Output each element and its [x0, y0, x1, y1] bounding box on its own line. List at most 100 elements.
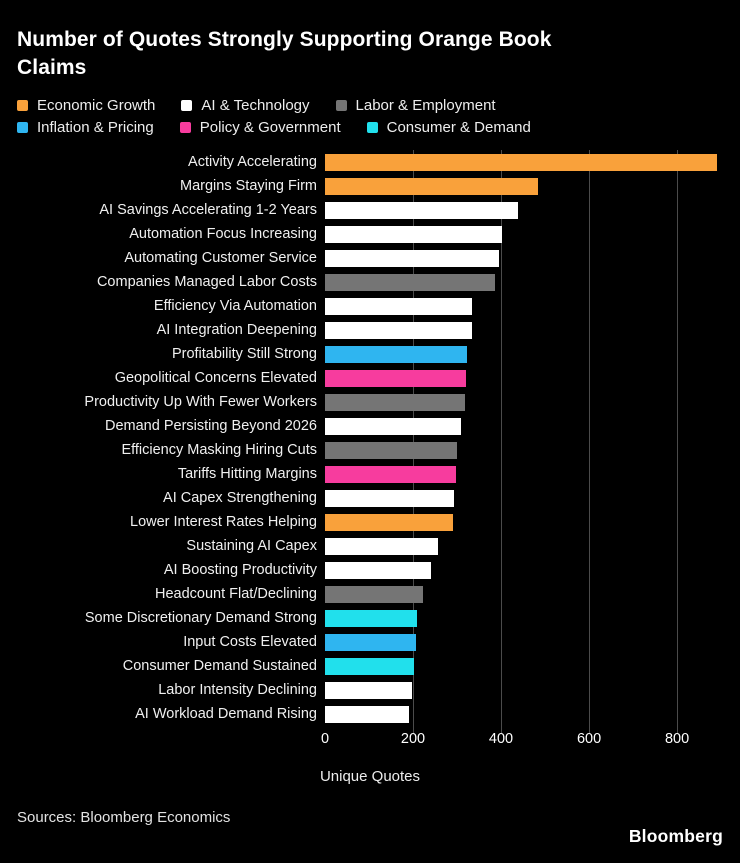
bar [325, 561, 432, 579]
bar-track [325, 489, 740, 507]
bar-category-label: Headcount Flat/Declining [154, 586, 317, 602]
bar-row: Some Discretionary Demand Strong [0, 606, 740, 630]
x-axis-title-row: Unique Quotes [0, 768, 740, 786]
bar [325, 441, 458, 459]
legend: Economic Growth AI & Technology Labor & Em… [17, 94, 723, 138]
bar-category-label: Lower Interest Rates Helping [130, 514, 317, 530]
bar-track [325, 225, 740, 243]
bar-category-label: Productivity Up With Fewer Workers [84, 394, 317, 410]
bar-row: Consumer Demand Sustained [0, 654, 740, 678]
bar [325, 153, 717, 171]
legend-swatch-icon [366, 121, 378, 133]
bar-track [325, 297, 740, 315]
gridline-400 [501, 150, 503, 733]
bar-category-label: Companies Managed Labor Costs [96, 274, 317, 290]
bar-track [325, 705, 740, 723]
x-tick-label-0: 0 [320, 731, 330, 747]
legend-swatch-icon [335, 99, 347, 111]
bar [325, 321, 472, 339]
x-axis: 0 200 400 600 800 [321, 726, 740, 752]
bar-row: Efficiency Masking Hiring Cuts [0, 438, 740, 462]
bar-row: Automation Focus Increasing [0, 222, 740, 246]
bar-category-label: AI Integration Deepening [156, 322, 317, 338]
x-tick-label-400: 400 [488, 731, 514, 747]
bar-category-label: Efficiency Masking Hiring Cuts [121, 442, 317, 458]
bar [325, 345, 467, 363]
legend-item-label: Economic Growth [37, 96, 156, 114]
bar [325, 201, 519, 219]
bar [325, 489, 455, 507]
bar-category-label: Labor Intensity Declining [158, 682, 317, 698]
bar [325, 657, 414, 675]
legend-swatch-icon [17, 99, 28, 111]
gridline-600 [589, 150, 591, 733]
chart-title-line1: Number of Quotes Strongly Supporting Ora… [17, 28, 552, 51]
bar-category-label: Efficiency Via Automation [153, 298, 317, 314]
bar-track [325, 345, 740, 363]
bar-category-label: AI Boosting Productivity [163, 562, 317, 578]
bar-track [325, 249, 740, 267]
legend-swatch-icon [17, 121, 28, 133]
bar-row: Input Costs Elevated [0, 630, 740, 654]
bar-category-label: AI Workload Demand Rising [135, 706, 317, 722]
bar-row: Efficiency Via Automation [0, 294, 740, 318]
legend-item-label: Inflation & Pricing [37, 118, 154, 136]
bar-track [325, 633, 740, 651]
bar-row: Tariffs Hitting Margins [0, 462, 740, 486]
bar-track [325, 609, 740, 627]
bar [325, 417, 461, 435]
bar-rows: Activity Accelerating Margins Staying Fir… [0, 150, 740, 726]
legend-item-label: Policy & Government [199, 118, 341, 136]
bar [325, 225, 502, 243]
chart-title: Number of Quotes Strongly Supporting Ora… [17, 26, 723, 82]
bar-row: Productivity Up With Fewer Workers [0, 390, 740, 414]
plot-area: Activity Accelerating Margins Staying Fir… [0, 150, 740, 733]
bar-track [325, 585, 740, 603]
bar-category-label: Consumer Demand Sustained [122, 658, 317, 674]
bar-track [325, 393, 740, 411]
bar-row: Labor Intensity Declining [0, 678, 740, 702]
bar [325, 369, 466, 387]
bar-row: Demand Persisting Beyond 2026 [0, 414, 740, 438]
x-axis-title: Unique Quotes [319, 768, 421, 785]
bar-row: Geopolitical Concerns Elevated [0, 366, 740, 390]
bar-track [325, 561, 740, 579]
bar-category-label: Margins Staying Firm [180, 178, 317, 194]
x-tick-label-600: 600 [576, 731, 602, 747]
bar [325, 537, 439, 555]
chart-page: Number of Quotes Strongly Supporting Ora… [0, 26, 740, 786]
bar-row: Headcount Flat/Declining [0, 582, 740, 606]
x-tick-label-800: 800 [664, 731, 690, 747]
source-row: Sources: Bloomberg Economics [17, 809, 230, 827]
gridline-800 [677, 150, 679, 733]
bar-category-label: Automation Focus Increasing [129, 226, 317, 242]
bar-track [325, 417, 740, 435]
legend-item-ai_technology: AI & Technology [181, 96, 310, 114]
bar-category-label: Automating Customer Service [124, 250, 317, 266]
legend-swatch-icon [181, 99, 193, 111]
bar-track [325, 177, 740, 195]
bar-category-label: Geopolitical Concerns Elevated [114, 370, 317, 386]
bar-row: AI Workload Demand Rising [0, 702, 740, 726]
legend-item-label: AI & Technology [201, 96, 310, 114]
legend-item-economic_growth: Economic Growth [17, 97, 155, 114]
legend-row-1: Economic Growth AI & Technology Labor & Em… [17, 94, 723, 116]
bar-track [325, 537, 740, 555]
legend-item-labor_employment: Labor & Employment [335, 97, 496, 114]
bar-track [325, 681, 740, 699]
bar [325, 249, 500, 267]
bar-track [325, 657, 740, 675]
bar-track [325, 153, 740, 171]
bar-row: Automating Customer Service [0, 246, 740, 270]
bar-row: Sustaining AI Capex [0, 534, 740, 558]
bar-track [325, 369, 740, 387]
bar [325, 297, 473, 315]
bar-row: AI Integration Deepening [0, 318, 740, 342]
bar [325, 177, 538, 195]
bar-chart: Activity Accelerating Margins Staying Fir… [0, 150, 740, 786]
brand-row: Bloomberg [629, 826, 723, 847]
legend-swatch-icon [179, 121, 191, 133]
legend-item-inflation_pricing: Inflation & Pricing [17, 119, 154, 136]
bar-row: AI Savings Accelerating 1-2 Years [0, 198, 740, 222]
bar-row: Companies Managed Labor Costs [0, 270, 740, 294]
